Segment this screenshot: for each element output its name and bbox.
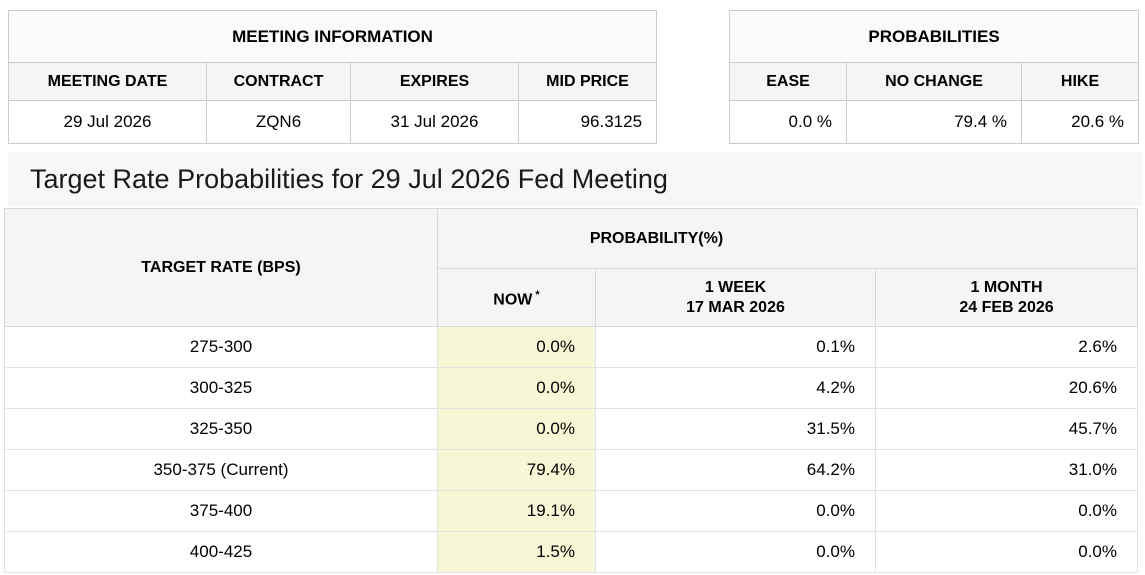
one-month-column-header: 1 MONTH 24 FEB 2026 (875, 268, 1138, 327)
now-probability-cell: 1.5% (437, 531, 596, 573)
meeting-information-table: MEETING INFORMATION MEETING DATE CONTRAC… (7, 10, 658, 144)
meeting-date-value: 29 Jul 2026 (8, 100, 207, 144)
table-row: 325-350 0.0% 31.5% 45.7% (4, 408, 1138, 450)
target-rate-cell: 375-400 (4, 490, 438, 532)
week-probability-cell: 4.2% (595, 367, 876, 409)
now-probability-cell: 0.0% (437, 326, 596, 368)
mid-price-value: 96.3125 (517, 100, 658, 144)
target-rate-cell: 400-425 (4, 531, 438, 573)
table-row: 375-400 19.1% 0.0% 0.0% (4, 490, 1138, 532)
hike-value: 20.6 % (1021, 100, 1140, 144)
table-row: 275-300 0.0% 0.1% 2.6% (4, 326, 1138, 368)
table-row: 400-425 1.5% 0.0% 0.0% (4, 531, 1138, 573)
month-probability-cell: 0.0% (875, 531, 1138, 573)
meeting-date-header: MEETING DATE (8, 62, 207, 101)
probabilities-summary-row: 0.0 % 79.4 % 20.6 % (729, 100, 1140, 144)
month-probability-cell: 2.6% (875, 326, 1138, 368)
week-probability-cell: 0.1% (595, 326, 876, 368)
ease-value: 0.0 % (729, 100, 848, 144)
no-change-value: 79.4 % (846, 100, 1023, 144)
target-rate-cell: 300-325 (4, 367, 438, 409)
mid-price-header: MID PRICE (517, 62, 658, 101)
now-probability-cell: 0.0% (437, 367, 596, 409)
target-rate-cell: 275-300 (4, 326, 438, 368)
no-change-header: NO CHANGE (846, 62, 1023, 101)
page-title: Target Rate Probabilities for 29 Jul 202… (8, 152, 1143, 206)
target-rate-probabilities-table: TARGET RATE (BPS) PROBABILITY(%) NOW * 1 … (4, 208, 1138, 573)
target-rate-cell: 325-350 (4, 408, 438, 450)
now-probability-cell: 19.1% (437, 490, 596, 532)
one-week-column-header: 1 WEEK 17 MAR 2026 (595, 268, 876, 327)
now-column-header: NOW * (437, 268, 596, 327)
table-row-current: 350-375 (Current) 79.4% 64.2% 31.0% (4, 449, 1138, 491)
meeting-information-row: 29 Jul 2026 ZQN6 31 Jul 2026 96.3125 (8, 100, 658, 144)
week-probability-cell: 64.2% (595, 449, 876, 491)
now-probability-cell: 0.0% (437, 408, 596, 450)
probabilities-title: PROBABILITIES (729, 10, 1140, 63)
week-probability-cell: 0.0% (595, 531, 876, 573)
now-footnote-marker: * (535, 288, 540, 301)
meeting-information-title: MEETING INFORMATION (7, 10, 658, 63)
ease-header: EASE (729, 62, 848, 101)
month-probability-cell: 20.6% (875, 367, 1138, 409)
week-probability-cell: 31.5% (595, 408, 876, 450)
probabilities-summary-table: PROBABILITIES EASE NO CHANGE HIKE 0.0 % … (729, 10, 1140, 144)
week-probability-cell: 0.0% (595, 490, 876, 532)
target-rate-bps-header: TARGET RATE (BPS) (4, 208, 438, 327)
contract-value: ZQN6 (206, 100, 351, 144)
contract-header: CONTRACT (206, 62, 351, 101)
summary-tables-row: MEETING INFORMATION MEETING DATE CONTRAC… (7, 0, 1145, 144)
expires-header: EXPIRES (350, 62, 519, 101)
now-probability-cell: 79.4% (437, 449, 596, 491)
hike-header: HIKE (1021, 62, 1140, 101)
month-probability-cell: 0.0% (875, 490, 1138, 532)
table-row: 300-325 0.0% 4.2% 20.6% (4, 367, 1138, 409)
month-probability-cell: 31.0% (875, 449, 1138, 491)
target-rate-cell: 350-375 (Current) (4, 449, 438, 491)
expires-value: 31 Jul 2026 (350, 100, 519, 144)
month-probability-cell: 45.7% (875, 408, 1138, 450)
probability-percent-group-header: PROBABILITY(%) (437, 208, 1138, 269)
